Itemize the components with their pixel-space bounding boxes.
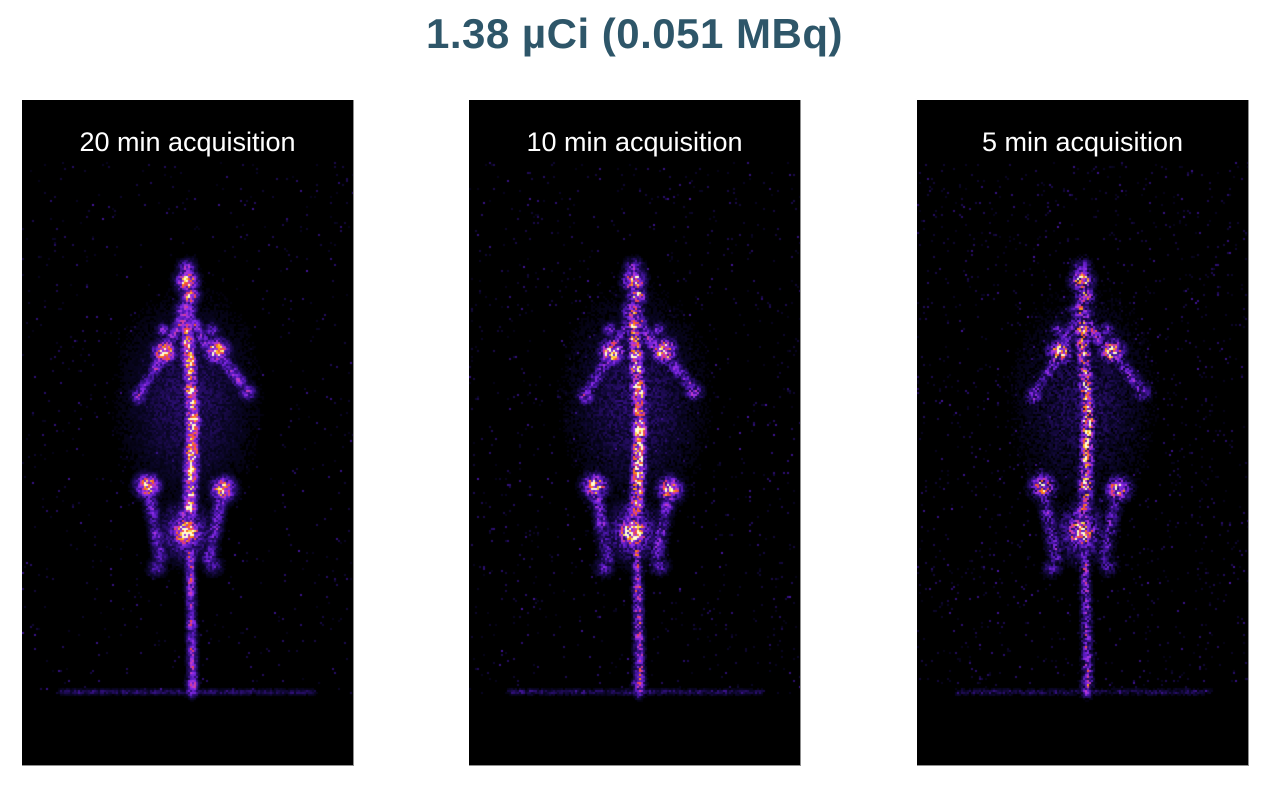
scan-image-5min [917, 100, 1248, 765]
scan-image-20min [22, 100, 353, 765]
scan-panel-label-10min: 10 min acquisition [526, 127, 743, 157]
scan-image-10min [469, 100, 800, 765]
scan-panel-label-20min: 20 min acquisition [79, 127, 296, 157]
scan-panel-5min: 5 min acquisition [917, 100, 1249, 766]
scan-panel-20min: 20 min acquisition [22, 100, 354, 766]
scan-panel-10min: 10 min acquisition [469, 100, 801, 766]
figure-title: 1.38 µCi (0.051 MBq) [426, 10, 843, 57]
scan-panel-label-5min: 5 min acquisition [981, 127, 1184, 157]
